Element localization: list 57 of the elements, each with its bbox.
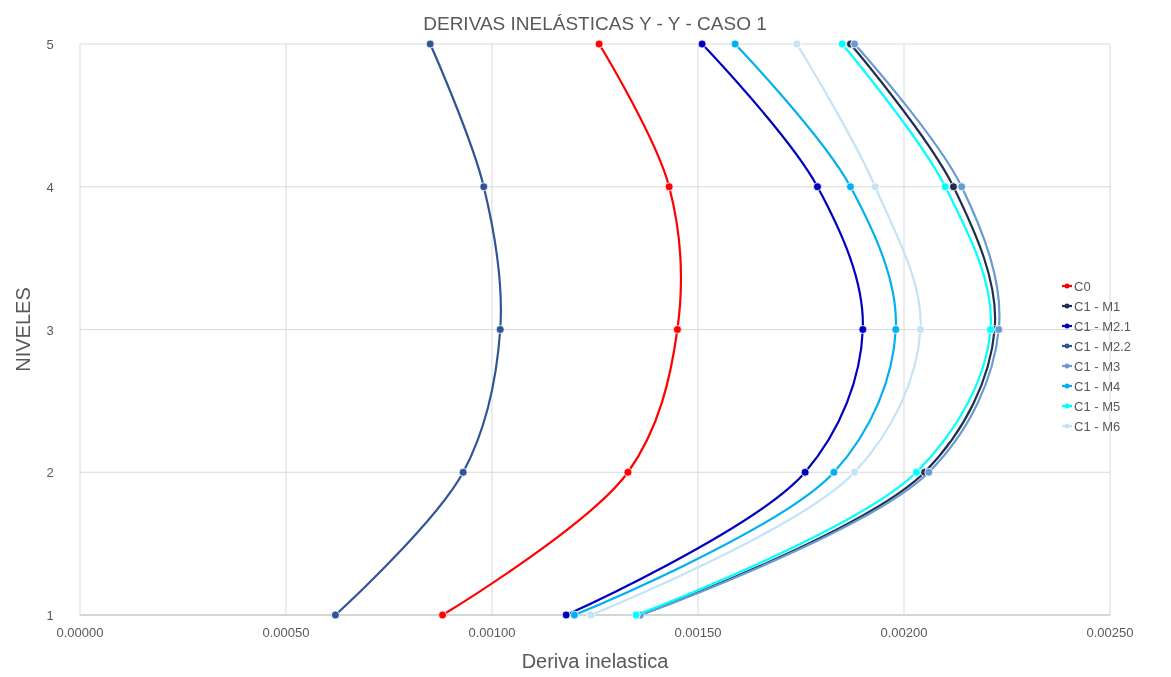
point — [813, 182, 822, 192]
point — [846, 182, 855, 192]
point — [331, 610, 340, 620]
x-tick-label: 0.00250 — [1086, 625, 1134, 640]
point — [495, 325, 505, 334]
point — [916, 325, 925, 334]
point — [986, 325, 995, 334]
x-tick-label: 0.00000 — [56, 625, 104, 640]
y-tick-label: 1 — [46, 608, 54, 623]
x-tick-label: 0.00100 — [468, 625, 516, 640]
point — [829, 467, 839, 477]
legend-label: C1 - M1 — [1074, 299, 1121, 314]
x-axis-title: Deriva inelastica — [521, 650, 670, 672]
point — [800, 467, 810, 477]
legend-label: C1 - M3 — [1074, 359, 1121, 374]
y-tick-label: 2 — [46, 465, 54, 481]
point — [458, 467, 468, 477]
point — [858, 325, 868, 334]
legend-label: C1 - M5 — [1074, 399, 1121, 414]
y-tick-label: 4 — [46, 179, 54, 195]
point — [792, 39, 802, 49]
point — [561, 610, 571, 620]
point — [673, 325, 682, 334]
point — [664, 182, 674, 192]
chart-title: DERIVAS INELÁSTICAS Y - Y - CASO 1 — [423, 13, 767, 34]
x-tick-label: 0.00050 — [262, 625, 310, 640]
point — [631, 610, 641, 620]
point — [438, 610, 447, 620]
point — [730, 39, 740, 49]
point — [911, 467, 921, 477]
x-tick-label: 0.00150 — [674, 625, 722, 640]
point — [870, 182, 880, 192]
point — [891, 325, 901, 334]
y-axis-title: NIVELES — [12, 287, 34, 372]
point — [586, 610, 596, 620]
point — [924, 467, 934, 477]
legend-label: C1 - M2.1 — [1074, 319, 1132, 334]
y-tick-label: 5 — [46, 37, 54, 52]
point — [425, 39, 435, 49]
point — [949, 182, 958, 192]
point — [623, 467, 633, 477]
legend-label: C1 - M2.2 — [1074, 339, 1132, 354]
point — [697, 39, 707, 49]
point — [570, 610, 579, 620]
legend-label: C1 - M4 — [1074, 379, 1121, 394]
point — [850, 39, 859, 49]
x-tick-label: 0.00200 — [880, 625, 928, 640]
y-tick-label: 3 — [46, 322, 54, 338]
point — [594, 39, 604, 49]
point — [850, 467, 859, 477]
legend-label: C1 - M6 — [1074, 419, 1121, 434]
legend-label: C0 — [1074, 279, 1091, 294]
point — [837, 39, 847, 49]
point — [940, 182, 950, 192]
point — [957, 182, 967, 192]
point — [479, 182, 489, 192]
point — [994, 325, 1004, 334]
